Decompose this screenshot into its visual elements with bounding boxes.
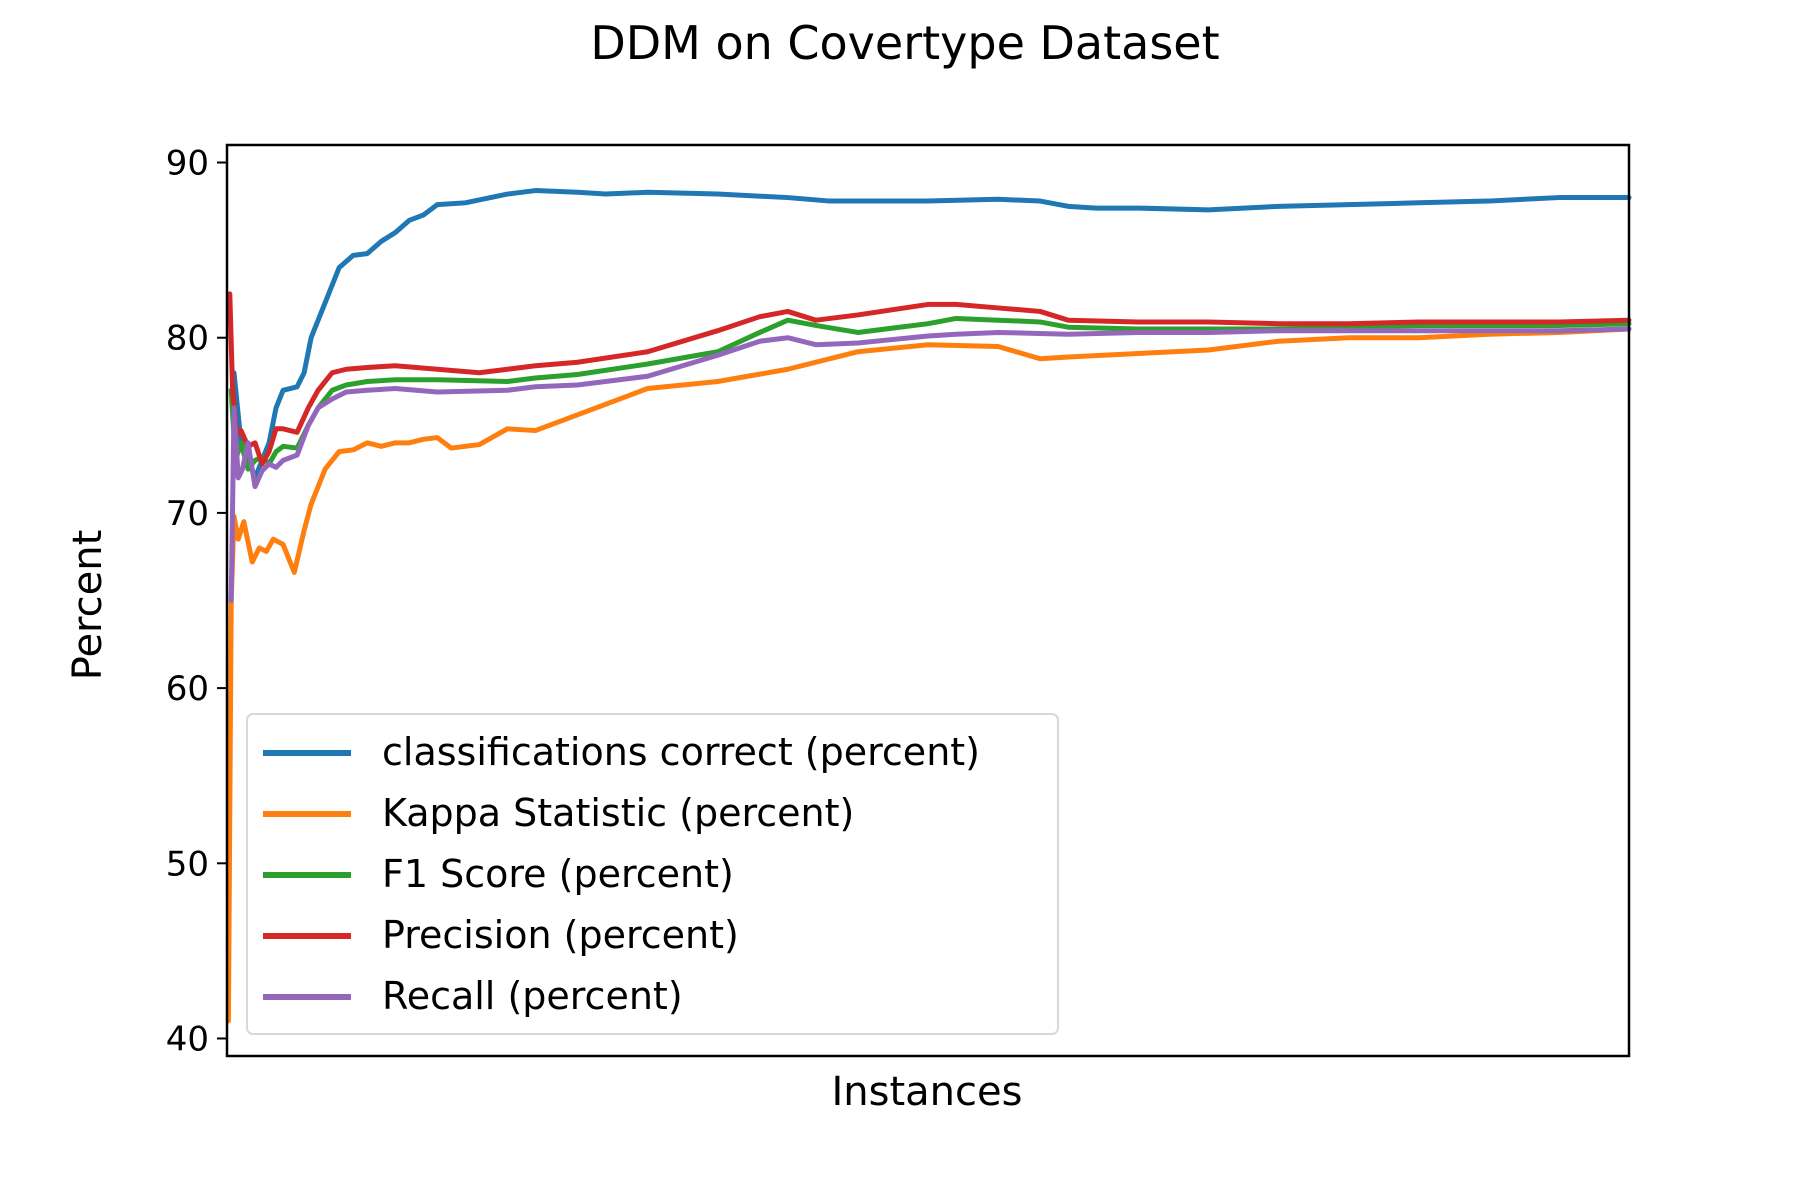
legend-label-2: Kappa Statistic (percent) bbox=[382, 791, 854, 835]
plot-area bbox=[225, 188, 1632, 1024]
legend-label-4: Precision (percent) bbox=[382, 913, 739, 957]
legend: classifications correct (percent) Kappa S… bbox=[246, 713, 1059, 1035]
legend-box bbox=[246, 713, 1059, 1035]
series-line-4 bbox=[227, 291, 1632, 467]
y-axis: 40 50 60 70 80 90 bbox=[166, 144, 227, 1059]
x-axis-label: Instances bbox=[832, 1069, 1023, 1115]
y-tick-label: 50 bbox=[166, 844, 209, 884]
chart-title: DDM on Covertype Dataset bbox=[590, 16, 1219, 70]
series-line-5 bbox=[228, 326, 1632, 603]
series-line-3 bbox=[228, 315, 1632, 472]
plot-frame bbox=[225, 143, 1631, 1058]
y-tick-label: 40 bbox=[166, 1019, 209, 1059]
y-axis-label: Percent bbox=[65, 530, 111, 681]
legend-label-3: F1 Score (percent) bbox=[382, 852, 734, 896]
series-line-2 bbox=[225, 326, 1632, 1024]
y-tick-label: 80 bbox=[166, 319, 209, 359]
y-tick-label: 60 bbox=[166, 669, 209, 709]
y-tick-label: 70 bbox=[166, 494, 209, 534]
legend-label-1: classifications correct (percent) bbox=[382, 730, 980, 774]
series-line-1 bbox=[231, 188, 1632, 481]
legend-label-5: Recall (percent) bbox=[382, 974, 683, 1018]
y-tick-label: 90 bbox=[166, 144, 209, 184]
